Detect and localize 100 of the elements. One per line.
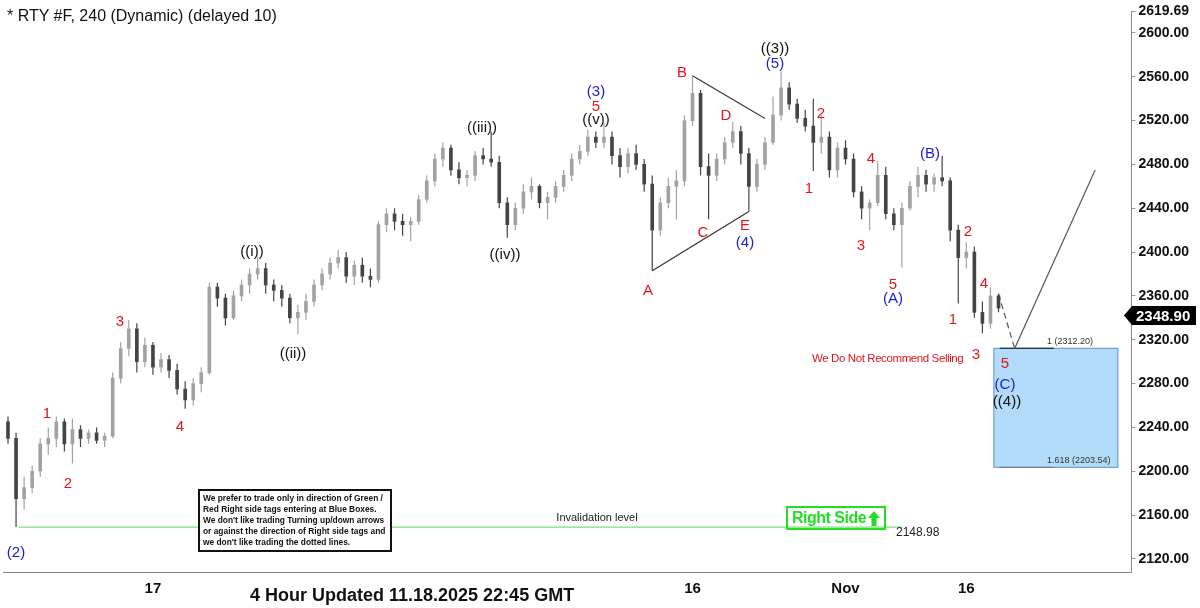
y-tick-label: 2160.00 <box>1138 505 1190 522</box>
annotation: 1 (2312.20) <box>1047 336 1094 347</box>
candlestick <box>610 130 614 166</box>
candlestick <box>900 202 904 269</box>
candlestick <box>618 147 622 179</box>
candlestick <box>763 136 767 171</box>
annotation: (C) <box>994 374 1016 392</box>
annotation: 1 <box>42 403 52 421</box>
candlestick <box>304 293 308 321</box>
ref-line-label: Invalidation level <box>556 511 638 524</box>
candlestick <box>964 241 969 270</box>
candlestick <box>167 354 171 379</box>
annotation: 4 <box>175 416 185 434</box>
annotation: 1 <box>804 178 814 196</box>
y-tick-label: 2240.00 <box>1138 418 1190 435</box>
candlestick <box>118 341 123 385</box>
annotation: ((iii)) <box>467 117 497 135</box>
annotation: ((i)) <box>240 241 264 259</box>
y-tick-label: 2600.00 <box>1138 23 1190 40</box>
text: 2348.90 <box>1136 307 1191 324</box>
candlestick <box>650 174 655 272</box>
x-tick-label: 17 <box>144 579 162 597</box>
annotation: ((4)) <box>992 391 1022 409</box>
candlestick <box>344 251 349 284</box>
candlestick <box>465 169 469 187</box>
chart-title: * RTY #F, 240 (Dynamic) (delayed 10) <box>7 7 277 25</box>
candlestick <box>22 476 26 511</box>
candlestick <box>771 95 775 146</box>
annotation: ((iv)) <box>489 244 521 262</box>
y-tick-label: 2480.00 <box>1138 155 1190 172</box>
y-tick-label: 2560.00 <box>1138 67 1190 84</box>
y-tick-label: 2360.00 <box>1138 286 1190 303</box>
annotation: 4 <box>866 148 876 166</box>
candlestick <box>296 304 300 335</box>
x-tick-label: 16 <box>957 579 975 597</box>
candlestick <box>585 128 590 157</box>
candlestick <box>924 169 928 193</box>
candlestick <box>956 224 961 305</box>
candlestick <box>312 278 316 308</box>
candlestick <box>867 198 872 231</box>
annotation: (B) <box>920 143 940 161</box>
candlestick <box>46 426 51 456</box>
annotation: (4) <box>735 232 755 250</box>
y-tick-label: 2320.00 <box>1138 330 1190 347</box>
y-tick-label: 2619.69 <box>1138 2 1190 19</box>
annotation: 3 <box>115 311 125 329</box>
annotation: D <box>720 105 732 123</box>
candlestick <box>416 194 421 226</box>
annotation: 3 <box>971 344 981 362</box>
candlestick <box>779 70 783 122</box>
candlestick <box>441 141 445 168</box>
annotation: 4 <box>979 273 989 291</box>
candlestick <box>932 172 936 193</box>
y-tick-label: 2280.00 <box>1138 374 1190 391</box>
annotation: 2148.98 <box>896 525 940 539</box>
x-tick-label: Nov <box>831 579 861 597</box>
annotation: We prefer to trade only in direction of Green / Red Right side tags entering at Blue Boxes. We don't like trading Turning up/down arrows or against the direction of Right side tags and we don't like trading the dotted lines. <box>203 493 386 547</box>
y-tick-label: 2400.00 <box>1138 242 1190 259</box>
candlestick <box>457 161 461 185</box>
y-tick-label: 2120.00 <box>1138 549 1190 566</box>
annotation: 2 <box>816 103 826 121</box>
candlestick <box>658 196 663 237</box>
annotation: 2 <box>963 221 973 239</box>
candlestick <box>916 166 920 198</box>
annotation: (2) <box>6 542 26 560</box>
candlestick <box>634 144 638 171</box>
annotation: We Do Not Recommend Selling <box>812 352 964 364</box>
annotation: 3 <box>856 235 866 253</box>
candlestick <box>940 155 944 187</box>
candlestick <box>505 196 510 239</box>
candlestick <box>481 147 485 166</box>
annotation: Right Side <box>792 509 867 527</box>
annotation: 1.618 (2203.54) <box>1047 455 1111 466</box>
annotation: 2 <box>63 473 73 491</box>
text: 4 Hour Updated 11.18.2025 22:45 GMT <box>250 585 575 605</box>
candlestick <box>626 147 630 174</box>
candlestick <box>328 256 332 281</box>
candlestick <box>449 144 453 176</box>
annotation: 1 <box>948 309 958 327</box>
annotation: (3) <box>586 81 606 99</box>
candlestick <box>594 130 598 149</box>
candlestick <box>747 147 751 213</box>
candlestick <box>288 293 292 324</box>
annotation: A <box>642 280 654 298</box>
candlestick <box>811 98 816 172</box>
x-tick-label: 16 <box>684 579 701 597</box>
candlestick <box>908 180 912 212</box>
annotation: ((ii)) <box>279 343 307 361</box>
candlestick <box>38 437 43 478</box>
candlestick <box>143 336 147 368</box>
y-tick-label: 2200.00 <box>1138 462 1190 479</box>
annotation: C <box>697 222 709 240</box>
candlestick <box>14 432 18 528</box>
candlestick <box>159 352 163 374</box>
candlestick <box>755 158 759 193</box>
candlestick <box>473 150 477 182</box>
candlestick <box>6 415 10 445</box>
annotation: B <box>676 62 688 80</box>
y-tick-label: 2440.00 <box>1138 199 1190 216</box>
candlestick <box>569 152 574 182</box>
